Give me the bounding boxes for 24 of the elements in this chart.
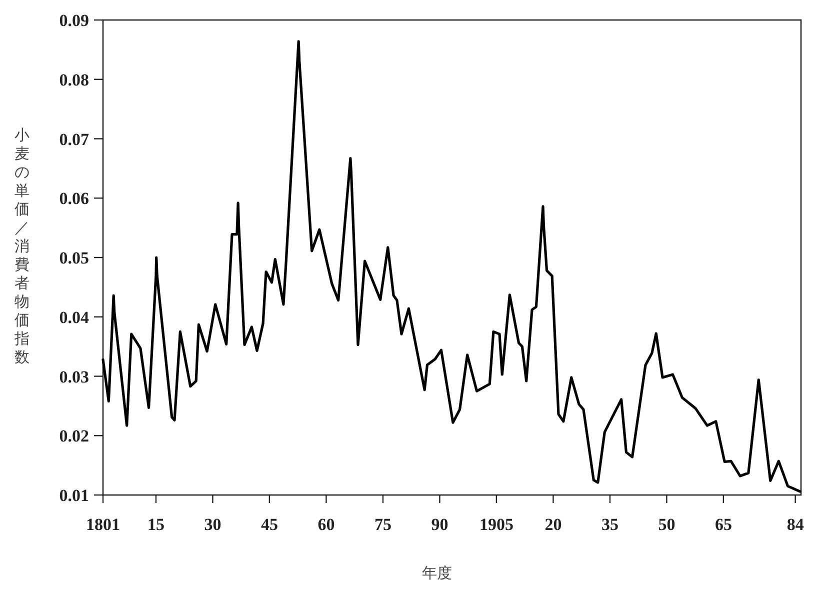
x-tick-label: 65: [714, 515, 732, 534]
x-tick-label: 20: [544, 515, 562, 534]
x-tick-label: 60: [318, 515, 335, 534]
y-tick-label: 0.08: [59, 70, 89, 90]
y-tick-label: 0.04: [59, 308, 90, 327]
y-tick-label: 0.02: [59, 426, 89, 446]
y-tick-label: 0.01: [59, 486, 89, 505]
y-tick-label: 0.06: [59, 189, 89, 208]
x-tick-label: 35: [601, 515, 618, 534]
text: 小麦の単価／消費者物価指数: [14, 126, 30, 366]
y-tick-label: 0.05: [59, 248, 89, 268]
y-tick-label: 0.03: [59, 367, 89, 386]
y-tick-label: 0.07: [59, 130, 90, 149]
x-tick-label: 50: [658, 515, 676, 534]
x-axis-title: 年度: [422, 564, 452, 582]
x-tick-label: 75: [374, 515, 392, 534]
y-tick-label: 0.09: [59, 11, 89, 30]
x-tick-label: 1801: [86, 515, 120, 534]
x-tick-label: 45: [260, 515, 278, 534]
x-tick-label: 30: [204, 515, 222, 534]
x-tick-label: 84: [786, 515, 804, 534]
x-tick-label: 1905: [479, 515, 514, 534]
x-tick-label: 15: [147, 515, 164, 534]
x-tick-label: 90: [431, 515, 448, 534]
